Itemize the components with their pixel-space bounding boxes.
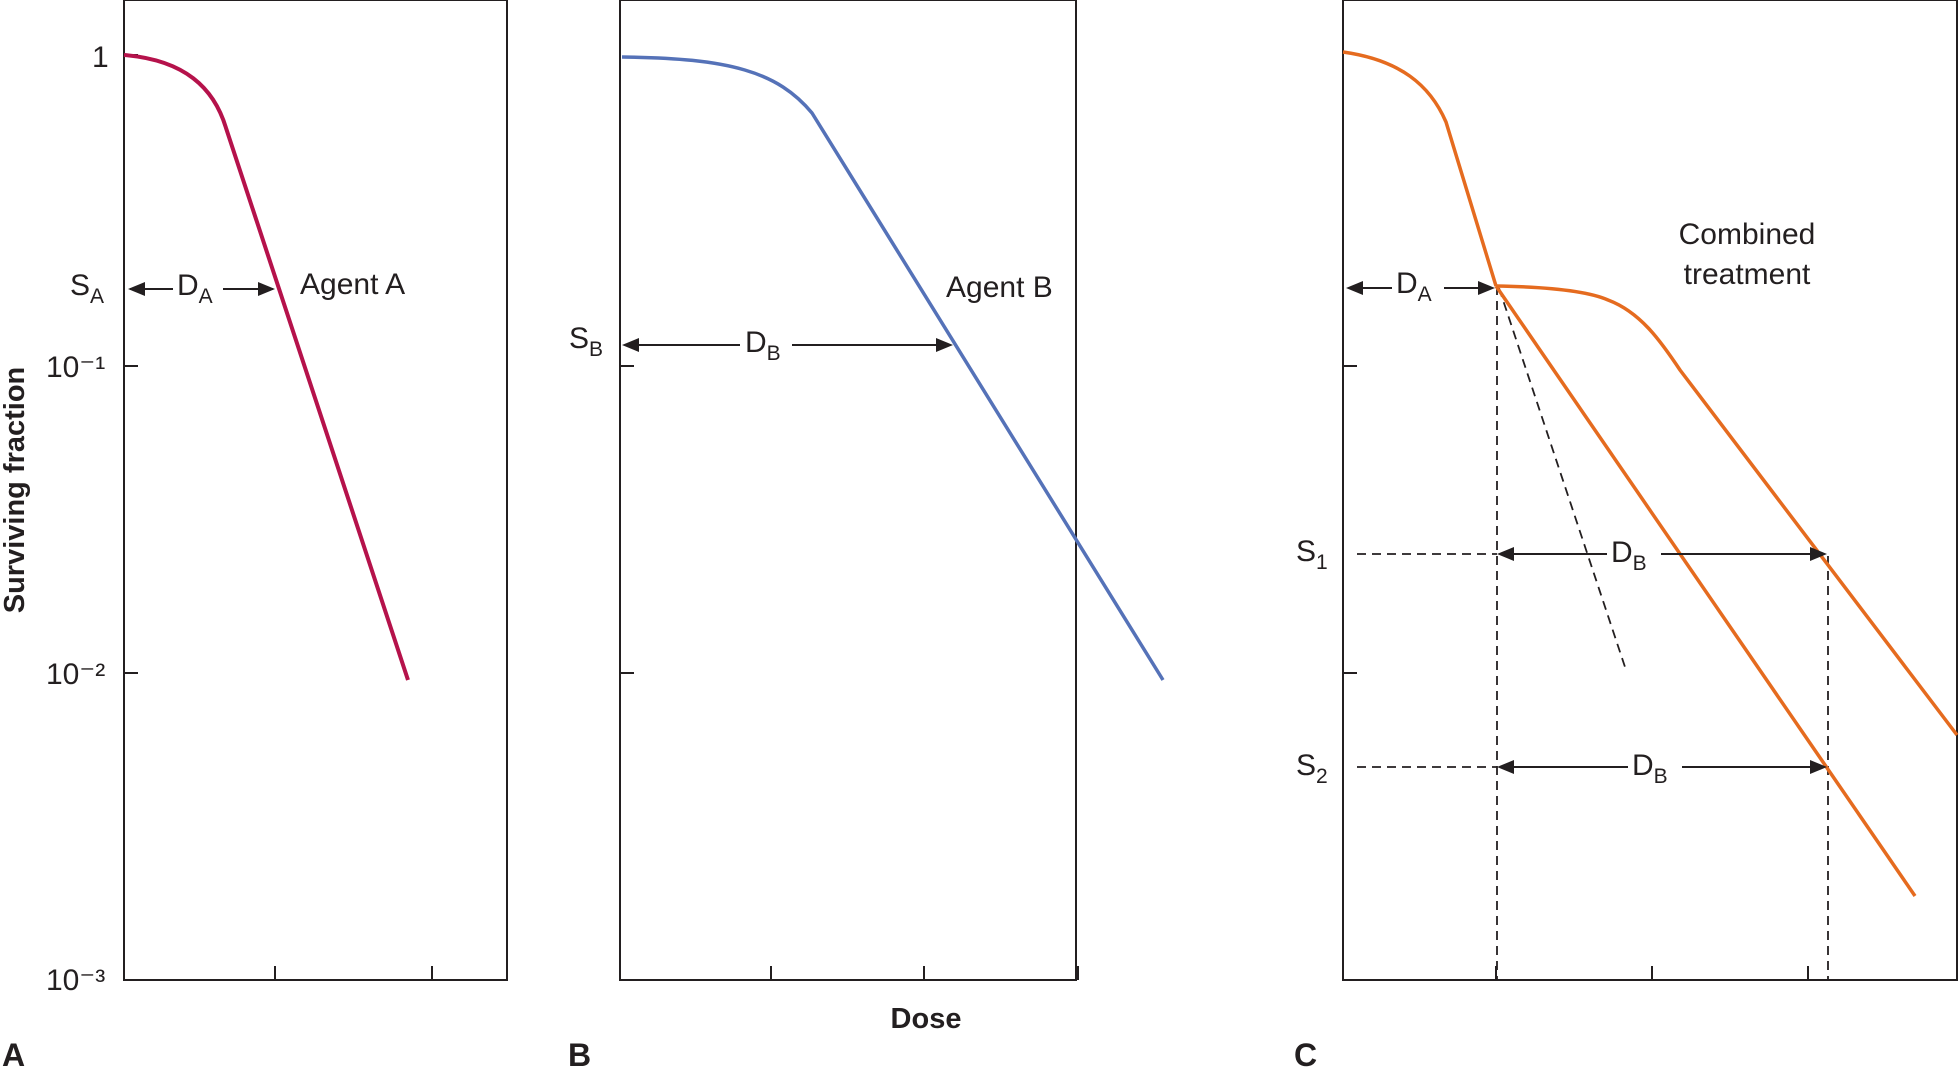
d-a-label-bg-c xyxy=(1392,266,1444,306)
panel-letter-a: A xyxy=(2,1037,25,1070)
d-b-arrowhead-right-upper xyxy=(1810,547,1827,561)
ytick-label-1: 1 xyxy=(92,41,109,74)
agent-b-curve xyxy=(621,55,1165,681)
panel-a: 1 10⁻¹ 10⁻² 10⁻³ Surviving fraction SA D… xyxy=(0,0,508,1070)
d-a-arrowhead-left xyxy=(128,282,145,296)
ytick-label-0.1: 10⁻¹ xyxy=(46,351,105,384)
panel-letter-c: C xyxy=(1294,1037,1317,1070)
agent-a-extrapolation-dashed xyxy=(1498,287,1627,671)
panel-c-frame xyxy=(1342,0,1958,981)
y-axis-label: Surviving fraction xyxy=(0,367,31,614)
panel-b-frame xyxy=(619,0,1077,981)
d-b-arrowhead-left-lower xyxy=(1497,760,1514,774)
combined-treatment-label-line1: Combined xyxy=(1679,218,1816,251)
d-b-arrowhead-left-upper xyxy=(1497,547,1514,561)
ytick-label-0.001: 10⁻³ xyxy=(46,964,105,997)
combined-treatment-curve xyxy=(1495,284,1959,737)
s2-label: S2 xyxy=(1296,749,1328,788)
panel-c: DA S1 DB S2 DB Combined treatment C xyxy=(1294,0,1959,1070)
d-b-label-bg-lower xyxy=(1628,747,1682,787)
agent-a-curve xyxy=(123,53,410,681)
d-a-arrowhead-right xyxy=(258,282,275,296)
d-b-label-upper: DB xyxy=(1611,536,1647,575)
panel-letter-b: B xyxy=(568,1037,591,1070)
d-a-arrowhead-right-c xyxy=(1478,281,1495,295)
panel-a-frame xyxy=(123,0,508,981)
agent-a-label: Agent A xyxy=(300,268,405,301)
d-b-label: DB xyxy=(745,326,781,365)
s-a-label: SA xyxy=(70,269,104,308)
s1-label: S1 xyxy=(1296,535,1328,574)
panel-b: SB DB Agent B Dose B xyxy=(568,0,1165,1070)
d-b-arrowhead-left xyxy=(622,338,639,352)
d-b-label-bg xyxy=(740,324,792,364)
agent-a-curve-c xyxy=(1342,50,1498,287)
x-axis-label: Dose xyxy=(891,1003,962,1035)
d-a-label-c: DA xyxy=(1396,267,1432,306)
d-b-label-bg-upper xyxy=(1607,534,1661,574)
d-b-arrowhead-right xyxy=(936,338,953,352)
d-a-label: DA xyxy=(177,269,213,308)
d-a-arrowhead-left-c xyxy=(1346,281,1363,295)
d-b-arrowhead-right-lower xyxy=(1810,760,1827,774)
agent-b-after-a-curve xyxy=(1494,285,1917,897)
ytick-label-0.01: 10⁻² xyxy=(46,658,105,691)
combined-treatment-label-line2: treatment xyxy=(1684,258,1811,291)
d-a-label-bg xyxy=(173,268,223,308)
agent-b-label: Agent B xyxy=(946,271,1053,304)
s-b-label: SB xyxy=(569,322,603,361)
d-b-label-lower: DB xyxy=(1632,749,1668,788)
